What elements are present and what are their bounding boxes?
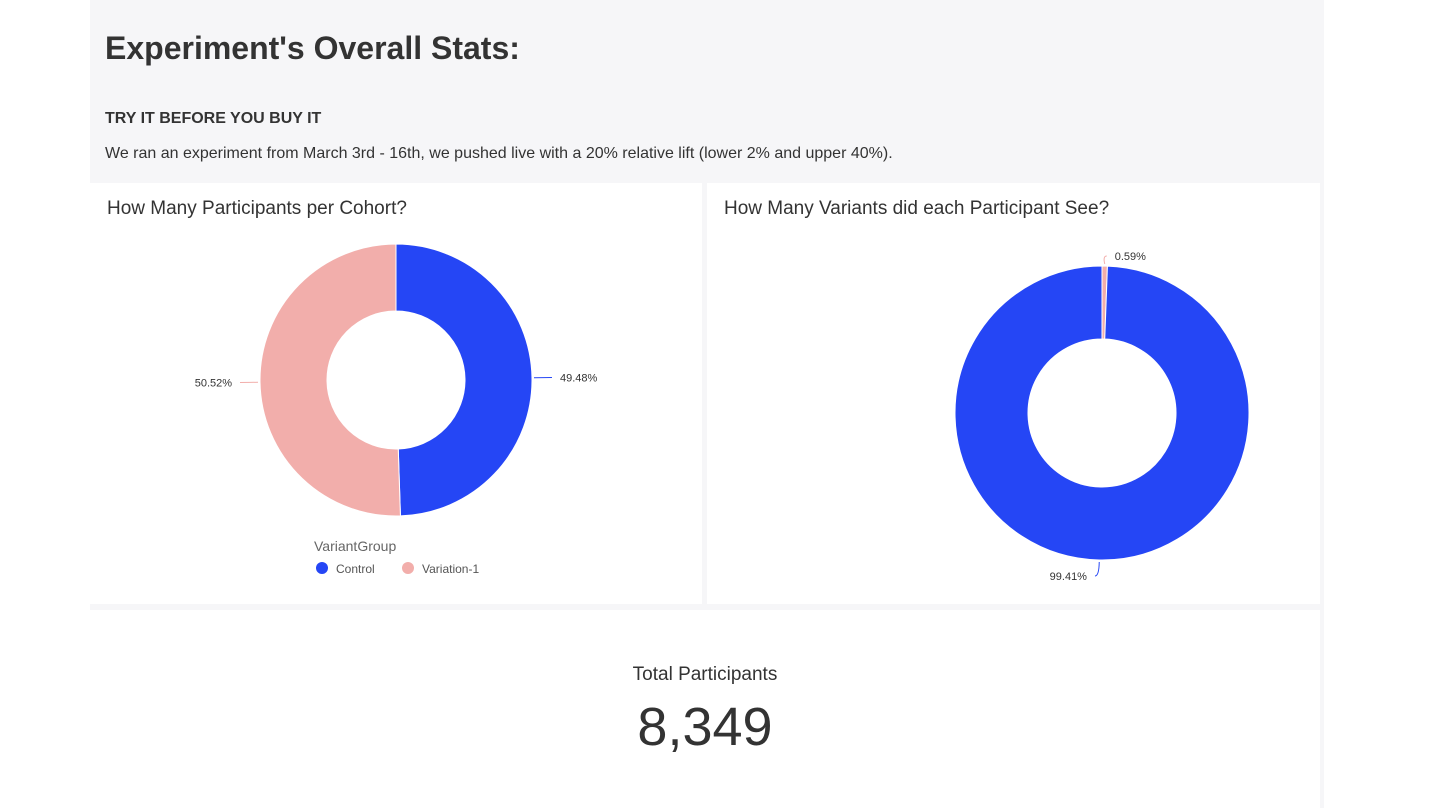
- donut-slice: [954, 265, 1250, 561]
- section-description: We ran an experiment from March 3rd - 16…: [105, 145, 893, 162]
- cohort-donut-chart: 49.48% 50.52% VariantGroup Control Variation…: [195, 243, 598, 576]
- variants-donut-chart: 0.59% 99.41%: [954, 251, 1250, 583]
- legend-marker: [316, 562, 328, 574]
- chart-title: How Many Variants did each Participant S…: [724, 198, 1110, 219]
- donut-slice: [395, 243, 533, 517]
- data-label: 49.48%: [560, 373, 598, 385]
- donut-slice: [259, 243, 401, 517]
- leader-line: [1103, 255, 1107, 265]
- total-participants-panel: Total Participants 8,349: [90, 610, 1320, 808]
- legend-item: Variation-1: [422, 562, 479, 576]
- page-title: Experiment's Overall Stats:: [105, 30, 520, 66]
- variants-chart-panel: How Many Variants did each Participant S…: [707, 183, 1320, 604]
- leader-line: [1094, 561, 1100, 577]
- data-label: 0.59%: [1115, 251, 1146, 263]
- data-label: 50.52%: [195, 377, 233, 389]
- section-subtitle: TRY IT BEFORE YOU BUY IT: [105, 110, 322, 127]
- cohort-chart-panel: How Many Participants per Cohort? 49.48%…: [90, 183, 702, 604]
- dashboard: Experiment's Overall Stats: TRY IT BEFOR…: [90, 0, 1324, 808]
- chart-title: How Many Participants per Cohort?: [107, 198, 407, 219]
- legend-item: Control: [336, 562, 375, 576]
- legend-title: VariantGroup: [314, 538, 396, 554]
- kpi-value: 8,349: [637, 697, 773, 757]
- data-label: 99.41%: [1050, 571, 1088, 583]
- kpi-label: Total Participants: [632, 664, 778, 685]
- legend-marker: [402, 562, 414, 574]
